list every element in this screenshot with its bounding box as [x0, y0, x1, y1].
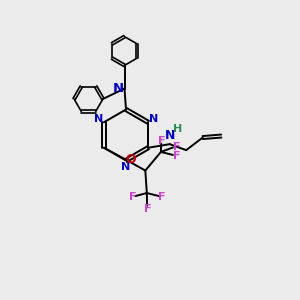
Text: N: N — [94, 114, 103, 124]
Text: O: O — [125, 153, 136, 166]
Text: F: F — [158, 192, 166, 202]
Text: N: N — [149, 114, 158, 124]
Text: F: F — [158, 136, 165, 146]
Text: N: N — [112, 82, 124, 95]
Text: N: N — [165, 129, 175, 142]
Text: H: H — [173, 124, 183, 134]
Text: F: F — [173, 151, 180, 160]
Text: F: F — [144, 204, 151, 214]
Text: F: F — [129, 192, 136, 202]
Text: F: F — [173, 142, 180, 152]
Text: N: N — [122, 162, 130, 172]
